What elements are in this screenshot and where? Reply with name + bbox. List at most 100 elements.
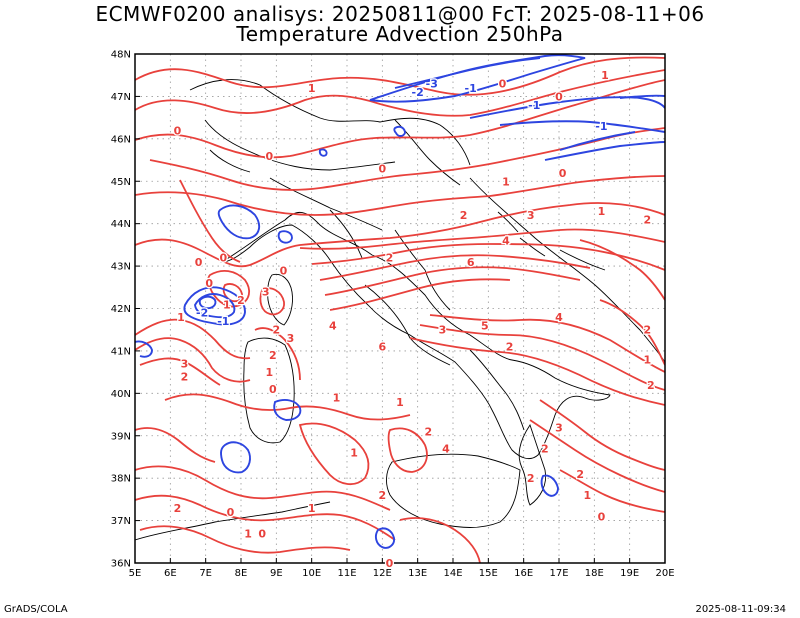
positive-contour-label: 3 [181, 358, 189, 371]
y-tick-label: 48N [111, 50, 131, 61]
positive-contour-label: 3 [555, 421, 563, 434]
y-tick-label: 39N [111, 431, 131, 442]
positive-contour-label: 0 [220, 252, 228, 265]
positive-contour-label: 0 [205, 277, 213, 290]
positive-contour-label: 2 [273, 324, 281, 337]
positive-contour-label: 4 [442, 442, 450, 455]
x-tick-label: 12E [373, 568, 392, 579]
positive-contour-label: 2 [174, 502, 182, 515]
positive-contour-label: 6 [467, 256, 475, 269]
negative-contour-label: -1 [465, 82, 477, 95]
positive-contour-label: 0 [559, 167, 567, 180]
y-tick-label: 43N [111, 262, 131, 273]
y-tick-label: 37N [111, 516, 131, 527]
positive-contour-label: 1 [502, 175, 510, 188]
positive-contour-label: 0 [195, 256, 203, 269]
positive-contour-label: 2 [576, 468, 584, 481]
positive-contour-label: 0 [269, 383, 277, 396]
positive-contour-label: 0 [499, 78, 507, 91]
y-tick-label: 40N [111, 389, 131, 400]
positive-contour-label: 3 [527, 209, 535, 222]
positive-contour-label: 3 [439, 324, 447, 337]
positive-contour-label: 1 [598, 205, 606, 218]
positive-contour-label: 1 [333, 392, 341, 405]
x-tick-label: 15E [479, 568, 498, 579]
positive-contour-label: 0 [265, 150, 273, 163]
positive-contour-label: 0 [386, 557, 394, 570]
x-tick-label: 6E [164, 568, 177, 579]
y-tick-label: 41N [111, 346, 131, 357]
negative-contour-label: -1 [217, 315, 229, 328]
y-tick-label: 42N [111, 304, 131, 315]
x-tick-label: 16E [514, 568, 533, 579]
x-tick-label: 10E [302, 568, 321, 579]
positive-contour-label: 3 [287, 332, 295, 345]
positive-contour-label: 2 [647, 379, 655, 392]
positive-contour-label: 2 [269, 349, 277, 362]
positive-contour-label: 1 [308, 82, 316, 95]
positive-contour-label: 0 [174, 124, 182, 137]
x-tick-label: 18E [585, 568, 604, 579]
positive-contour-label: 2 [527, 472, 535, 485]
y-tick-label: 36N [111, 559, 131, 570]
y-tick-label: 45N [111, 177, 131, 188]
negative-contour-label: -3 [426, 78, 438, 91]
positive-contour-label: 1 [583, 489, 591, 502]
negative-advection-contours [135, 54, 665, 549]
negative-contour-label: -2 [412, 86, 424, 99]
coastlines-and-borders [135, 79, 665, 541]
latitude-tick-labels: 36N 37N 38N 39N 40N 41N 42N 43N 44N 45N 46N 47N 48N [111, 50, 140, 570]
map-title: ECMWF0200 analisys: 20250811@00 FcT: 202… [95, 2, 705, 26]
positive-contour-label: 0 [598, 510, 606, 523]
positive-contour-label: 1 [265, 366, 273, 379]
positive-contour-label: 4 [502, 235, 510, 248]
positive-contour-label: 2 [644, 213, 652, 226]
positive-contour-label: 1 [601, 69, 609, 82]
positive-contour-label: 2 [379, 489, 387, 502]
y-tick-label: 47N [111, 92, 131, 103]
negative-contour-label: -1 [528, 99, 540, 112]
longitude-tick-labels: 5E 6E 7E 8E 9E 10E 11E 12E 13E 14E 15E 16E 17E 18E 19E… [129, 558, 675, 579]
y-tick-label: 38N [111, 474, 131, 485]
x-tick-label: 8E [235, 568, 248, 579]
negative-contour-label: -2 [196, 307, 208, 320]
positive-contour-label: 1 [244, 527, 252, 540]
positive-contour-label: 2 [424, 426, 432, 439]
x-tick-label: 17E [549, 568, 568, 579]
map-subtitle: Temperature Advection 250hPa [236, 22, 564, 46]
positive-contour-label: 2 [181, 370, 189, 383]
positive-contour-label: 2 [506, 341, 514, 354]
positive-contour-label: 3 [262, 286, 270, 299]
x-tick-label: 13E [408, 568, 427, 579]
x-tick-label: 11E [337, 568, 356, 579]
timestamp-label: 2025-08-11-09:34 [695, 604, 786, 615]
positive-contour-label: 1 [223, 298, 231, 311]
x-tick-label: 19E [620, 568, 639, 579]
positive-contour-label: 1 [177, 311, 185, 324]
positive-advection-contours [135, 56, 665, 563]
positive-contour-label: 4 [555, 311, 563, 324]
positive-contour-label: 0 [379, 163, 387, 176]
positive-contour-label: 1 [396, 396, 404, 409]
credit-label: GrADS/COLA [4, 604, 68, 615]
positive-contour-label: 2 [386, 252, 394, 265]
positive-contour-label: 0 [258, 527, 266, 540]
positive-contour-label: 0 [227, 506, 235, 519]
y-tick-label: 46N [111, 134, 131, 145]
positive-contour-label: 0 [555, 90, 563, 103]
positive-contour-label: 1 [644, 353, 652, 366]
x-tick-label: 5E [129, 568, 142, 579]
x-tick-label: 20E [655, 568, 674, 579]
x-tick-label: 14E [443, 568, 462, 579]
positive-contour-label: 2 [237, 294, 245, 307]
positive-contour-label: 2 [460, 209, 468, 222]
positive-contour-label: 2 [541, 442, 549, 455]
positive-contour-label: 6 [379, 341, 387, 354]
x-tick-label: 9E [270, 568, 283, 579]
positive-contour-label: 5 [481, 319, 489, 332]
negative-contour-label: -1 [595, 120, 607, 133]
positive-contour-label: 1 [350, 447, 358, 460]
y-tick-label: 44N [111, 219, 131, 230]
